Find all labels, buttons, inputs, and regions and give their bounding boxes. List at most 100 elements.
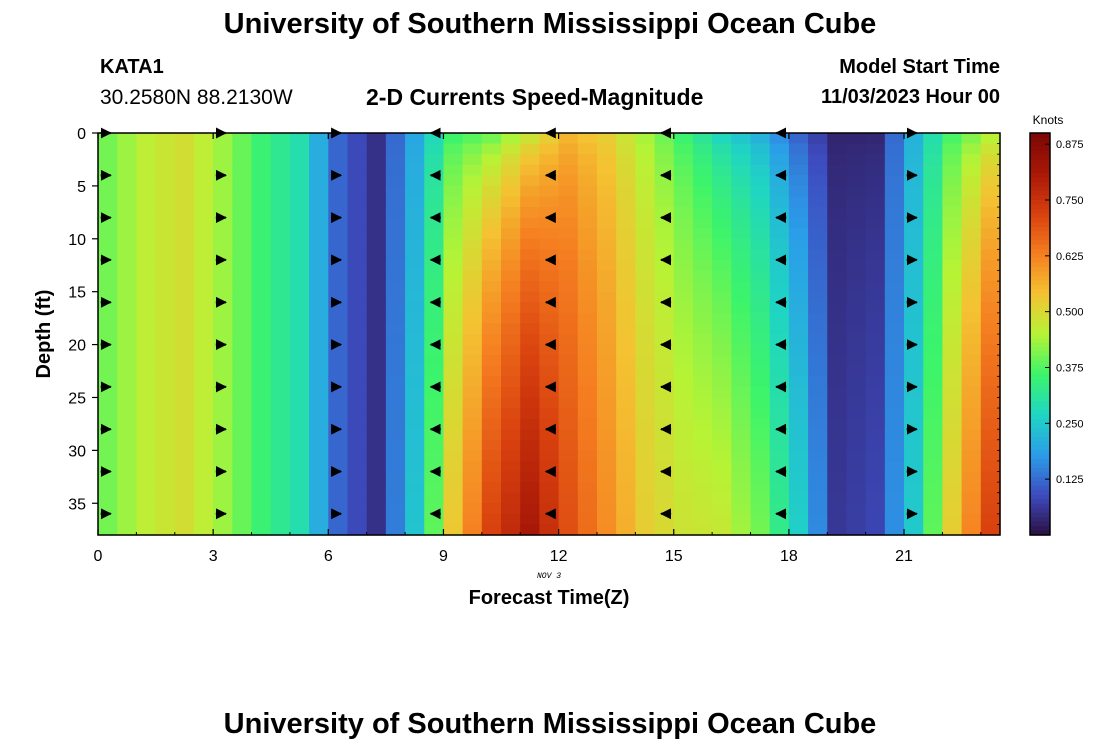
heatmap-cell: [865, 513, 886, 526]
heatmap-cell: [539, 291, 560, 303]
heatmap-cell: [884, 323, 905, 335]
heatmap-cell: [635, 439, 656, 451]
y-tick-label: 10: [68, 232, 86, 249]
heatmap-cell: [769, 429, 790, 441]
heatmap-cell: [884, 270, 905, 282]
footer-title: University of Southern Mississippi Ocean…: [223, 708, 877, 740]
heatmap-cell: [117, 281, 137, 293]
heatmap-cell: [270, 185, 291, 198]
heatmap-cell: [942, 450, 963, 462]
heatmap-cell: [884, 196, 905, 208]
heatmap-cell: [596, 281, 617, 293]
heatmap-cell: [347, 429, 368, 441]
heatmap-cell: [635, 175, 656, 187]
heatmap-cell: [328, 344, 349, 356]
heatmap-cell: [155, 228, 176, 240]
heatmap-cell: [596, 460, 617, 473]
heatmap-cell: [808, 334, 828, 346]
heatmap-cell: [155, 450, 176, 462]
heatmap-cell: [481, 196, 502, 208]
heatmap-cell: [174, 323, 195, 335]
heatmap-cell: [616, 249, 636, 261]
heatmap-cell: [961, 334, 982, 346]
heatmap-cell: [884, 164, 905, 176]
heatmap-cell: [289, 259, 310, 272]
heatmap-cell: [577, 143, 598, 155]
colorbar-segment: [1030, 468, 1050, 474]
heatmap-cell: [155, 376, 176, 388]
heatmap-cell: [155, 154, 176, 166]
colorbar-segment: [1030, 195, 1050, 201]
heatmap-cell: [136, 217, 157, 229]
heatmap-cell: [366, 249, 387, 261]
heatmap-cell: [654, 302, 675, 314]
heatmap-cell: [788, 133, 809, 145]
heatmap-cell: [232, 164, 253, 176]
heatmap-cell: [309, 429, 329, 441]
heatmap-cell: [846, 281, 867, 293]
heatmap-cell: [98, 365, 118, 377]
colorbar-segment: [1030, 311, 1050, 317]
heatmap-cell: [904, 344, 924, 356]
heatmap-cell: [712, 217, 732, 229]
heatmap-cell: [635, 418, 656, 430]
heatmap-cell: [174, 460, 195, 473]
heatmap-cell: [385, 133, 406, 145]
heatmap-cell: [405, 323, 425, 335]
heatmap-cell: [251, 154, 272, 166]
heatmap-cell: [328, 386, 349, 399]
heatmap-cell: [980, 291, 1001, 303]
heatmap-cell: [462, 344, 483, 356]
heatmap-cell: [213, 175, 233, 187]
heatmap-cell: [558, 259, 579, 272]
colorbar-segment: [1030, 329, 1050, 335]
heatmap-cell: [980, 302, 1001, 314]
heatmap-cell: [923, 302, 944, 314]
heatmap-cell: [577, 471, 598, 483]
heatmap-cell: [501, 376, 521, 388]
heatmap-cell: [155, 164, 176, 176]
heatmap-cell: [443, 302, 464, 314]
heatmap-cell: [712, 397, 732, 409]
heatmap-cell: [788, 376, 809, 388]
heatmap-cell: [251, 334, 272, 346]
heatmap-cell: [654, 524, 675, 536]
heatmap-cell: [443, 196, 464, 208]
heatmap-cell: [596, 376, 617, 388]
heatmap-cell: [232, 281, 253, 293]
heatmap-cell: [788, 482, 809, 494]
heatmap-cell: [808, 164, 828, 176]
heatmap-cell: [750, 344, 771, 356]
colorbar-segment: [1030, 141, 1050, 147]
heatmap-cell: [827, 344, 848, 356]
heatmap-cell: [692, 439, 713, 451]
heatmap-cell: [865, 228, 886, 240]
heatmap-cell: [98, 217, 118, 229]
heatmap-cell: [980, 185, 1001, 198]
colorbar-frame: [1029, 132, 1051, 536]
heatmap-cell: [481, 492, 502, 504]
heatmap-cell: [942, 503, 963, 515]
heatmap-cell: [462, 408, 483, 420]
heatmap-cell: [155, 482, 176, 494]
heatmap-cell: [904, 482, 924, 494]
heatmap-cell: [808, 323, 828, 335]
colorbar-segment: [1030, 356, 1050, 362]
heatmap-cell: [692, 450, 713, 462]
heatmap-cell: [155, 503, 176, 515]
heatmap-cell: [750, 397, 771, 409]
heatmap-cell: [942, 270, 963, 282]
heatmap-cell: [443, 397, 464, 409]
colorbar-segment: [1030, 159, 1050, 165]
heatmap-cell: [98, 386, 118, 399]
heatmap-cell: [405, 164, 425, 176]
heatmap-cell: [673, 524, 694, 536]
heatmap-cell: [692, 133, 713, 145]
colorbar-segment: [1030, 530, 1050, 536]
heatmap-cell: [117, 524, 137, 536]
heatmap-cell: [385, 259, 406, 272]
heatmap-cell: [193, 513, 214, 526]
heatmap-cell: [117, 217, 137, 229]
page-title: University of Southern Mississippi Ocean…: [223, 8, 877, 40]
heatmap-cell: [98, 175, 118, 187]
